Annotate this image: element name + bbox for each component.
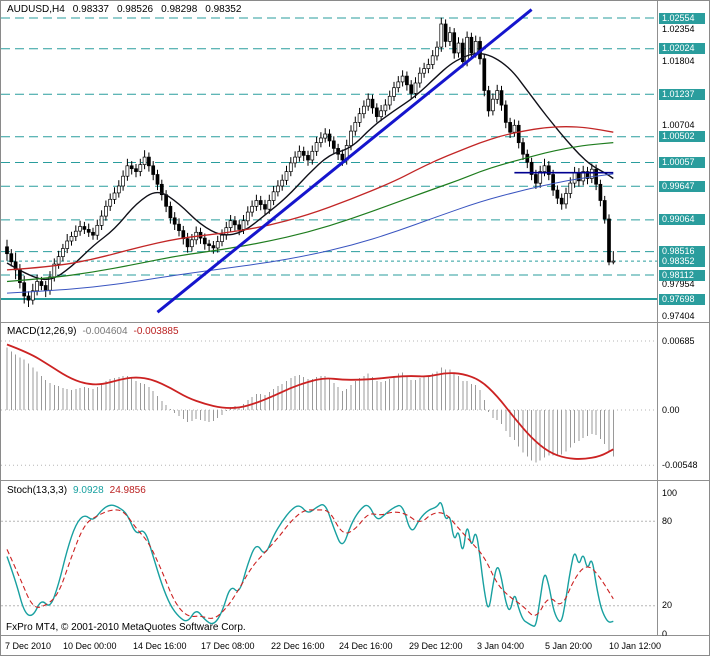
- bar-low-value: 0.98298: [161, 4, 198, 15]
- macd-axis-label: 0.00: [662, 404, 680, 415]
- macd-axis-label: 0.00685: [662, 335, 695, 346]
- time-label: 3 Jan 04:00: [477, 641, 525, 651]
- price-level-label: 1.00057: [659, 157, 705, 168]
- macd-name: MACD(12,26,9): [7, 326, 77, 337]
- price-level-label: 0.98112: [659, 269, 705, 281]
- ma-green: [6, 142, 614, 283]
- macd-axis-label: -0.00548: [662, 459, 698, 470]
- stoch-axis-label: 100: [662, 487, 678, 498]
- stoch-axis-label: 20: [662, 600, 673, 611]
- time-label: 17 Dec 08:00: [201, 641, 255, 651]
- ma-red: [6, 126, 614, 271]
- price-grid-label: 0.97404: [662, 310, 695, 321]
- chart-header: AUDUSD,H4 0.98337 0.98526 0.98298 0.98352: [7, 4, 249, 15]
- copyright-label: FxPro MT4, © 2001-2010 MetaQuotes Softwa…: [6, 622, 246, 633]
- price-level-label: 0.99647: [659, 180, 705, 192]
- price-axis[interactable]: 1.02354 1.01804 1.00704 0.97954 0.97404 1.025…: [658, 1, 709, 639]
- symbol-period-label: AUDUSD,H4: [7, 4, 65, 15]
- price-grid-label: 1.01804: [662, 55, 695, 66]
- macd-histogram: [6, 347, 614, 463]
- price-grid-label: 1.02354: [662, 24, 695, 35]
- time-label: 22 Dec 16:00: [271, 641, 325, 651]
- macd-signal-value: -0.003885: [133, 326, 179, 337]
- time-label: 24 Dec 16:00: [339, 641, 393, 651]
- support-resistance-lines[interactable]: [1, 17, 657, 300]
- price-level-label: 1.02024: [659, 43, 705, 55]
- macd-signal-line: [6, 343, 614, 460]
- bar-close-value: 0.98352: [205, 4, 242, 15]
- trend-line[interactable]: [156, 8, 533, 314]
- ma-slow-blue: [6, 173, 614, 294]
- macd-main-value: -0.004604: [82, 326, 128, 337]
- price-level-label: 0.97698: [659, 293, 705, 305]
- price-level-label: 1.01237: [659, 88, 705, 100]
- bar-high-value: 0.98526: [116, 4, 154, 15]
- time-label: 10 Dec 00:00: [63, 641, 117, 651]
- stoch-k-value: 9.0928: [73, 485, 104, 496]
- stoch-k-line: [6, 502, 614, 627]
- macd-indicator-label: MACD(12,26,9) -0.004604 -0.003885: [7, 326, 185, 337]
- stoch-d-value: 24.9856: [109, 485, 146, 496]
- bar-open-value: 0.98337: [72, 4, 109, 15]
- time-label: 7 Dec 2010: [5, 641, 52, 651]
- price-level-label: 1.02554: [659, 12, 705, 24]
- stoch-axis-label: 80: [662, 515, 673, 526]
- time-label: 14 Dec 16:00: [133, 641, 187, 651]
- price-level-label: 0.99064: [659, 214, 705, 226]
- price-level-label: 0.98516: [659, 246, 705, 258]
- current-price-label: 0.98352: [659, 255, 705, 267]
- stoch-d-line: [6, 509, 614, 619]
- price-level-label: 1.00502: [659, 131, 705, 143]
- stoch-name: Stoch(13,3,3): [7, 485, 68, 496]
- ma-fast-black: [6, 52, 614, 281]
- price-grid-label: 1.00704: [662, 119, 695, 130]
- time-label: 10 Jan 12:00: [609, 641, 662, 651]
- price-grid-label: 0.97954: [662, 278, 695, 289]
- time-label: 5 Jan 20:00: [545, 641, 593, 651]
- stoch-indicator-label: Stoch(13,3,3) 9.0928 24.9856: [7, 485, 152, 496]
- stoch-axis-label: 0: [662, 628, 668, 639]
- time-label: 29 Dec 12:00: [409, 641, 463, 651]
- time-axis[interactable]: 7 Dec 2010 10 Dec 00:00 14 Dec 16:00 17 Dec…: [1, 636, 709, 655]
- candles: [5, 17, 616, 307]
